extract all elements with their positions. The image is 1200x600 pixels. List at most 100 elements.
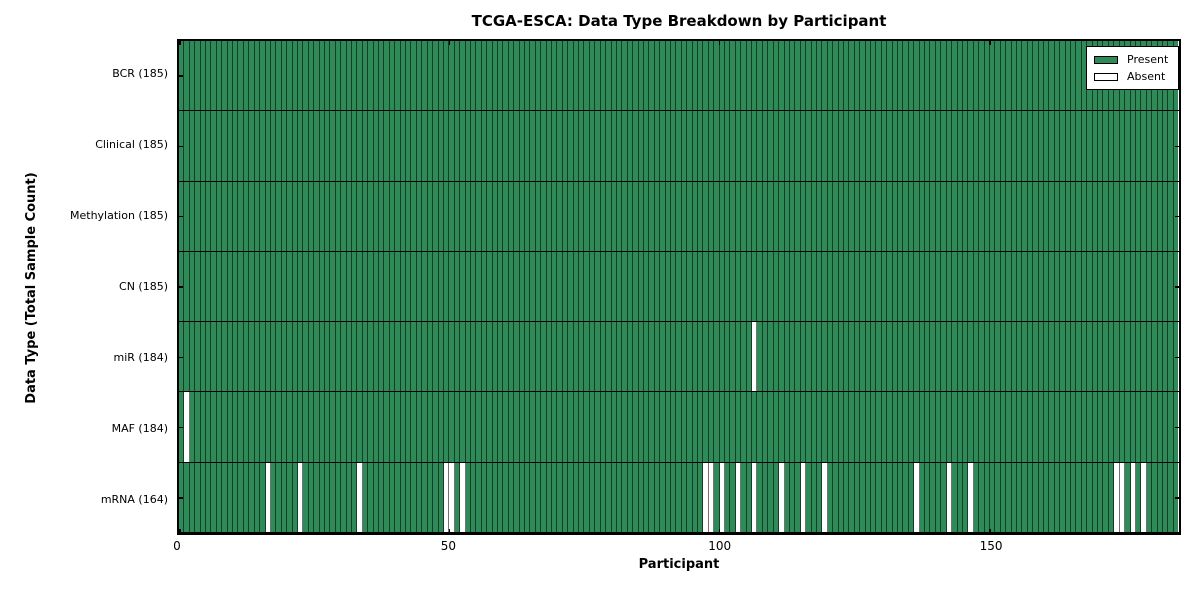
heatmap-cell xyxy=(443,111,450,181)
heatmap-cell xyxy=(379,41,385,111)
heatmap-cell xyxy=(303,111,309,181)
heatmap-cell xyxy=(189,462,196,532)
heatmap-cell xyxy=(957,41,963,111)
heatmap-cell xyxy=(806,322,812,392)
y-tick-mark xyxy=(179,497,183,499)
heatmap-cell xyxy=(287,181,293,251)
heatmap-cell xyxy=(1157,392,1163,462)
heatmap-cell xyxy=(735,41,742,111)
heatmap-cell xyxy=(287,251,293,322)
heatmap-cell xyxy=(698,392,704,462)
heatmap-cell xyxy=(730,462,736,532)
heatmap-cell xyxy=(719,251,726,322)
heatmap-cell xyxy=(265,181,271,251)
heatmap-cell xyxy=(579,251,585,322)
heatmap-cell xyxy=(925,41,931,111)
heatmap-cell xyxy=(395,251,401,322)
heatmap-cell xyxy=(1146,392,1153,462)
heatmap-cell xyxy=(211,181,217,251)
heatmap-cell xyxy=(925,462,931,532)
heatmap-cell xyxy=(389,392,396,462)
heatmap-cell xyxy=(746,462,753,532)
heatmap-cell xyxy=(773,462,780,532)
heatmap-cell xyxy=(822,181,828,251)
heatmap-cell xyxy=(384,392,390,462)
heatmap-cell xyxy=(979,392,985,462)
heatmap-cell xyxy=(827,322,834,392)
heatmap-cell xyxy=(1157,322,1163,392)
heatmap-cell xyxy=(962,462,969,532)
heatmap-cell xyxy=(1049,181,1055,251)
heatmap-cell xyxy=(881,322,888,392)
heatmap-cell xyxy=(865,251,871,322)
heatmap-cell xyxy=(368,392,374,462)
heatmap-cell xyxy=(941,462,947,532)
heatmap-cell xyxy=(1016,251,1023,322)
heatmap-cell xyxy=(762,462,769,532)
heatmap-cell xyxy=(341,251,347,322)
heatmap-cell xyxy=(1168,462,1174,532)
heatmap-cell xyxy=(973,111,980,181)
heatmap-cell xyxy=(460,322,466,392)
heatmap-cell xyxy=(260,41,266,111)
heatmap-cell xyxy=(589,251,596,322)
heatmap-cell xyxy=(535,392,542,462)
heatmap-cell xyxy=(919,41,926,111)
heatmap-cell xyxy=(557,41,563,111)
heatmap-cell xyxy=(238,251,244,322)
heatmap-cell xyxy=(773,251,780,322)
heatmap-cell xyxy=(822,41,828,111)
heatmap-cell xyxy=(784,181,790,251)
heatmap-cell xyxy=(1038,181,1044,251)
heatmap-cell xyxy=(860,392,866,462)
heatmap-cell xyxy=(233,41,239,111)
heatmap-cell xyxy=(270,392,277,462)
heatmap-cell xyxy=(535,41,542,111)
heatmap-cell xyxy=(319,322,325,392)
heatmap-cell xyxy=(611,392,617,462)
x-tick-mark xyxy=(448,529,451,533)
heatmap-cell xyxy=(957,462,963,532)
heatmap-cell xyxy=(189,41,196,111)
heatmap-cell xyxy=(714,41,720,111)
heatmap-cell xyxy=(406,251,412,322)
heatmap-cell xyxy=(206,322,212,392)
heatmap-cell xyxy=(1071,392,1077,462)
heatmap-cell xyxy=(1125,322,1131,392)
heatmap-cell xyxy=(784,322,790,392)
heatmap-cell xyxy=(1092,111,1099,181)
heatmap-cell xyxy=(379,111,385,181)
heatmap-cell xyxy=(454,322,461,392)
heatmap-cell xyxy=(935,322,942,392)
heatmap-cell xyxy=(779,111,785,181)
heatmap-cell xyxy=(589,41,596,111)
heatmap-cell xyxy=(557,322,563,392)
heatmap-cell xyxy=(865,181,871,251)
heatmap-cell xyxy=(1054,462,1061,532)
heatmap-cell xyxy=(768,392,774,462)
heatmap-cell xyxy=(449,181,455,251)
heatmap-cell xyxy=(1152,322,1158,392)
heatmap-cell xyxy=(395,41,401,111)
heatmap-cell xyxy=(746,181,753,251)
heatmap-cell xyxy=(303,392,309,462)
heatmap-cell xyxy=(260,181,266,251)
heatmap-cell xyxy=(1076,251,1082,322)
heatmap-cell xyxy=(1011,462,1017,532)
heatmap-cell xyxy=(595,111,601,181)
heatmap-cell xyxy=(811,111,817,181)
heatmap-cell xyxy=(795,322,801,392)
heatmap-cell xyxy=(281,322,288,392)
heatmap-cell xyxy=(919,462,926,532)
heatmap-cell xyxy=(627,111,634,181)
heatmap-cell xyxy=(368,322,374,392)
heatmap-cell xyxy=(946,41,953,111)
heatmap-cell xyxy=(530,251,536,322)
heatmap-cell xyxy=(335,392,342,462)
heatmap-cell xyxy=(200,251,207,322)
heatmap-cell xyxy=(876,322,882,392)
heatmap-cell xyxy=(714,392,720,462)
heatmap-cell xyxy=(227,251,234,322)
heatmap-cell xyxy=(465,41,471,111)
heatmap-cell xyxy=(1081,181,1088,251)
